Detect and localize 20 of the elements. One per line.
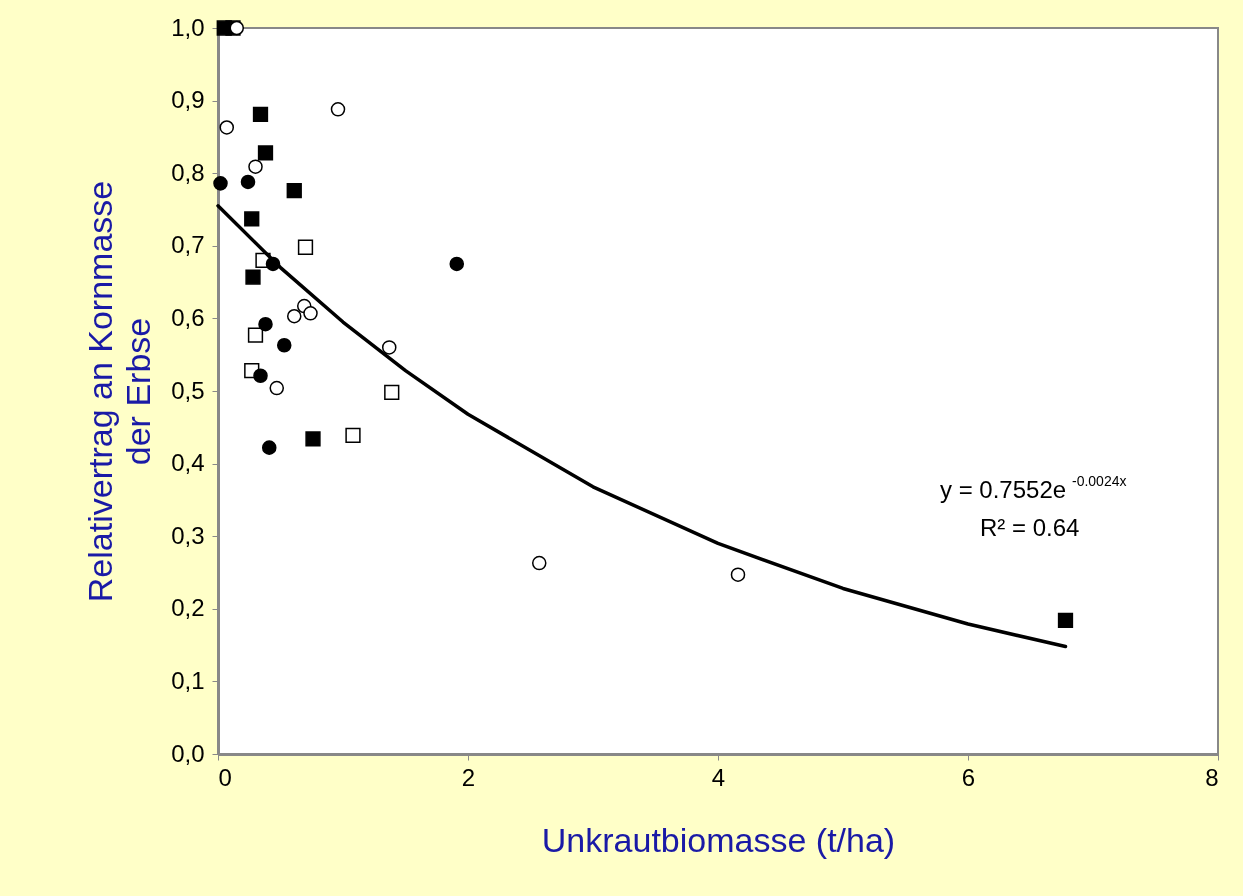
annotation: R² = 0.64 bbox=[980, 514, 1080, 541]
x-tick-label: 4 bbox=[711, 763, 726, 791]
y-tick-label: 0,9 bbox=[171, 86, 205, 114]
x-tick-label: 0 bbox=[218, 763, 232, 791]
y-tick-label: 0,8 bbox=[171, 158, 205, 186]
y-tick-label: 0,4 bbox=[171, 449, 205, 477]
y-tick-label: 0,1 bbox=[171, 666, 205, 694]
x-tick-label: 2 bbox=[461, 763, 476, 791]
y-tick-label: 1,0 bbox=[171, 13, 205, 41]
x-tick-label: 8 bbox=[1205, 763, 1219, 791]
y-tick-label: 0,3 bbox=[171, 521, 205, 549]
x-tick-label: 6 bbox=[961, 763, 976, 791]
x-axis-title: Unkrautbiomasse (t/ha) bbox=[541, 820, 896, 859]
y-tick-label: 0,2 bbox=[171, 594, 205, 622]
annotation: y = 0.7552e-0.0024x bbox=[940, 473, 1127, 503]
y-tick-label: 0,5 bbox=[171, 376, 205, 404]
y-tick-label: 0,6 bbox=[171, 303, 205, 331]
y-tick-label: 0,7 bbox=[171, 231, 205, 259]
y-tick-label: 0,0 bbox=[171, 739, 205, 767]
y-axis-title: Relativertrag an Kornmasse der Erbse bbox=[81, 180, 158, 603]
